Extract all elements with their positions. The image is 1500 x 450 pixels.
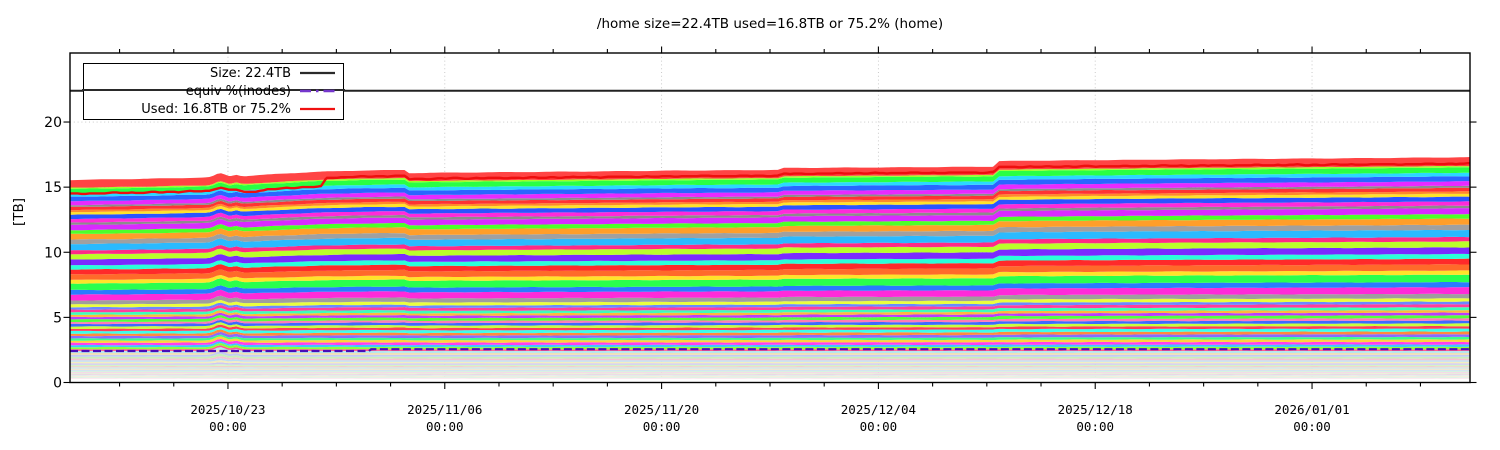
- legend-label-used: Used: 16.8TB or 75.2%: [141, 101, 291, 117]
- y-axis-label: [TB]: [11, 197, 27, 227]
- y-tick-label: 15: [44, 180, 62, 196]
- legend-swatch-inodes: [299, 88, 336, 94]
- x-tick-time: 00:00: [643, 419, 681, 434]
- x-tick-time: 00:00: [1076, 419, 1114, 434]
- y-tick-label: 10: [44, 245, 62, 261]
- x-tick-date: 2025/12/18: [1058, 402, 1133, 417]
- legend-item-size: Size: 22.4TB: [84, 64, 343, 82]
- x-tick-date: 2026/01/01: [1274, 402, 1349, 417]
- x-tick-date: 2025/11/06: [407, 402, 482, 417]
- x-tick-date: 2025/11/20: [624, 402, 699, 417]
- y-tick-label: 0: [53, 376, 62, 392]
- ticks: [63, 46, 1477, 389]
- legend-item-used: Used: 16.8TB or 75.2%: [84, 100, 343, 118]
- tick-labels: 0 5 10 15 20 2025/10/23 00:00 2025/11/06 00:00 20…: [44, 115, 1349, 434]
- x-tick-time: 00:00: [1293, 419, 1331, 434]
- x-tick-time: 00:00: [426, 419, 464, 434]
- legend-item-inodes: equiv %(inodes): [84, 82, 343, 100]
- x-tick-time: 00:00: [209, 419, 247, 434]
- x-tick-date: 2025/10/23: [190, 402, 265, 417]
- chart-title: /home size=22.4TB used=16.8TB or 75.2% (…: [596, 16, 944, 32]
- y-tick-label: 20: [44, 115, 62, 131]
- size-line-through-legend: [82, 89, 345, 92]
- legend-swatch-used: [299, 106, 336, 112]
- legend-label-size: Size: 22.4TB: [209, 65, 291, 81]
- legend: Size: 22.4TB equiv %(inodes) Used: 16.8T…: [82, 63, 345, 120]
- y-tick-label: 5: [53, 310, 62, 326]
- x-tick-date: 2025/12/04: [841, 402, 916, 417]
- legend-swatch-size: [299, 70, 336, 76]
- legend-label-inodes: equiv %(inodes): [185, 83, 291, 99]
- x-tick-time: 00:00: [860, 419, 898, 434]
